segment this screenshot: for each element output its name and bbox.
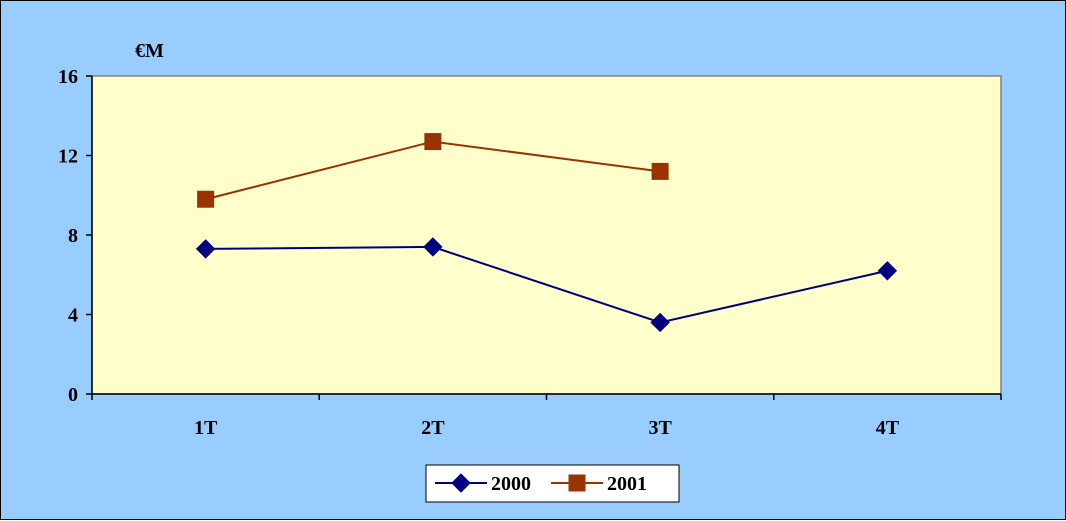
data-point-2001-1T: [197, 190, 215, 208]
y-axis-label: €M: [135, 40, 164, 62]
data-point-2000-4T: [877, 261, 898, 281]
x-tick-label: 3T: [648, 417, 672, 439]
y-tick-label: 16: [58, 66, 78, 88]
legend-label-2000: 2000: [491, 473, 531, 495]
y-tick-label: 0: [68, 384, 78, 406]
y-tick-label: 8: [68, 225, 78, 247]
axes: 0 4 8 12 16 1T 2T 3T 4T: [58, 66, 1002, 439]
legend-marker-2000: [451, 473, 471, 493]
series-line-2000: [205, 245, 888, 324]
series-layer: [195, 133, 898, 333]
data-point-2001-2T: [424, 133, 442, 151]
data-point-2001-3T: [651, 162, 669, 180]
data-point-2000-1T: [195, 239, 216, 259]
x-tick-label: 2T: [421, 417, 445, 439]
x-tick-label: 4T: [876, 417, 900, 439]
legend-label-2001: 2001: [607, 473, 647, 495]
y-tick-label: 12: [58, 146, 78, 168]
y-tick-label: 4: [68, 305, 78, 327]
data-point-2000-2T: [423, 237, 443, 257]
data-point-2000-3T: [650, 312, 670, 333]
plot-area: [91, 75, 1002, 395]
legend-marker-2001: [568, 474, 586, 492]
x-tick-label: 1T: [194, 417, 218, 439]
legend: 2000 2001: [425, 464, 680, 503]
